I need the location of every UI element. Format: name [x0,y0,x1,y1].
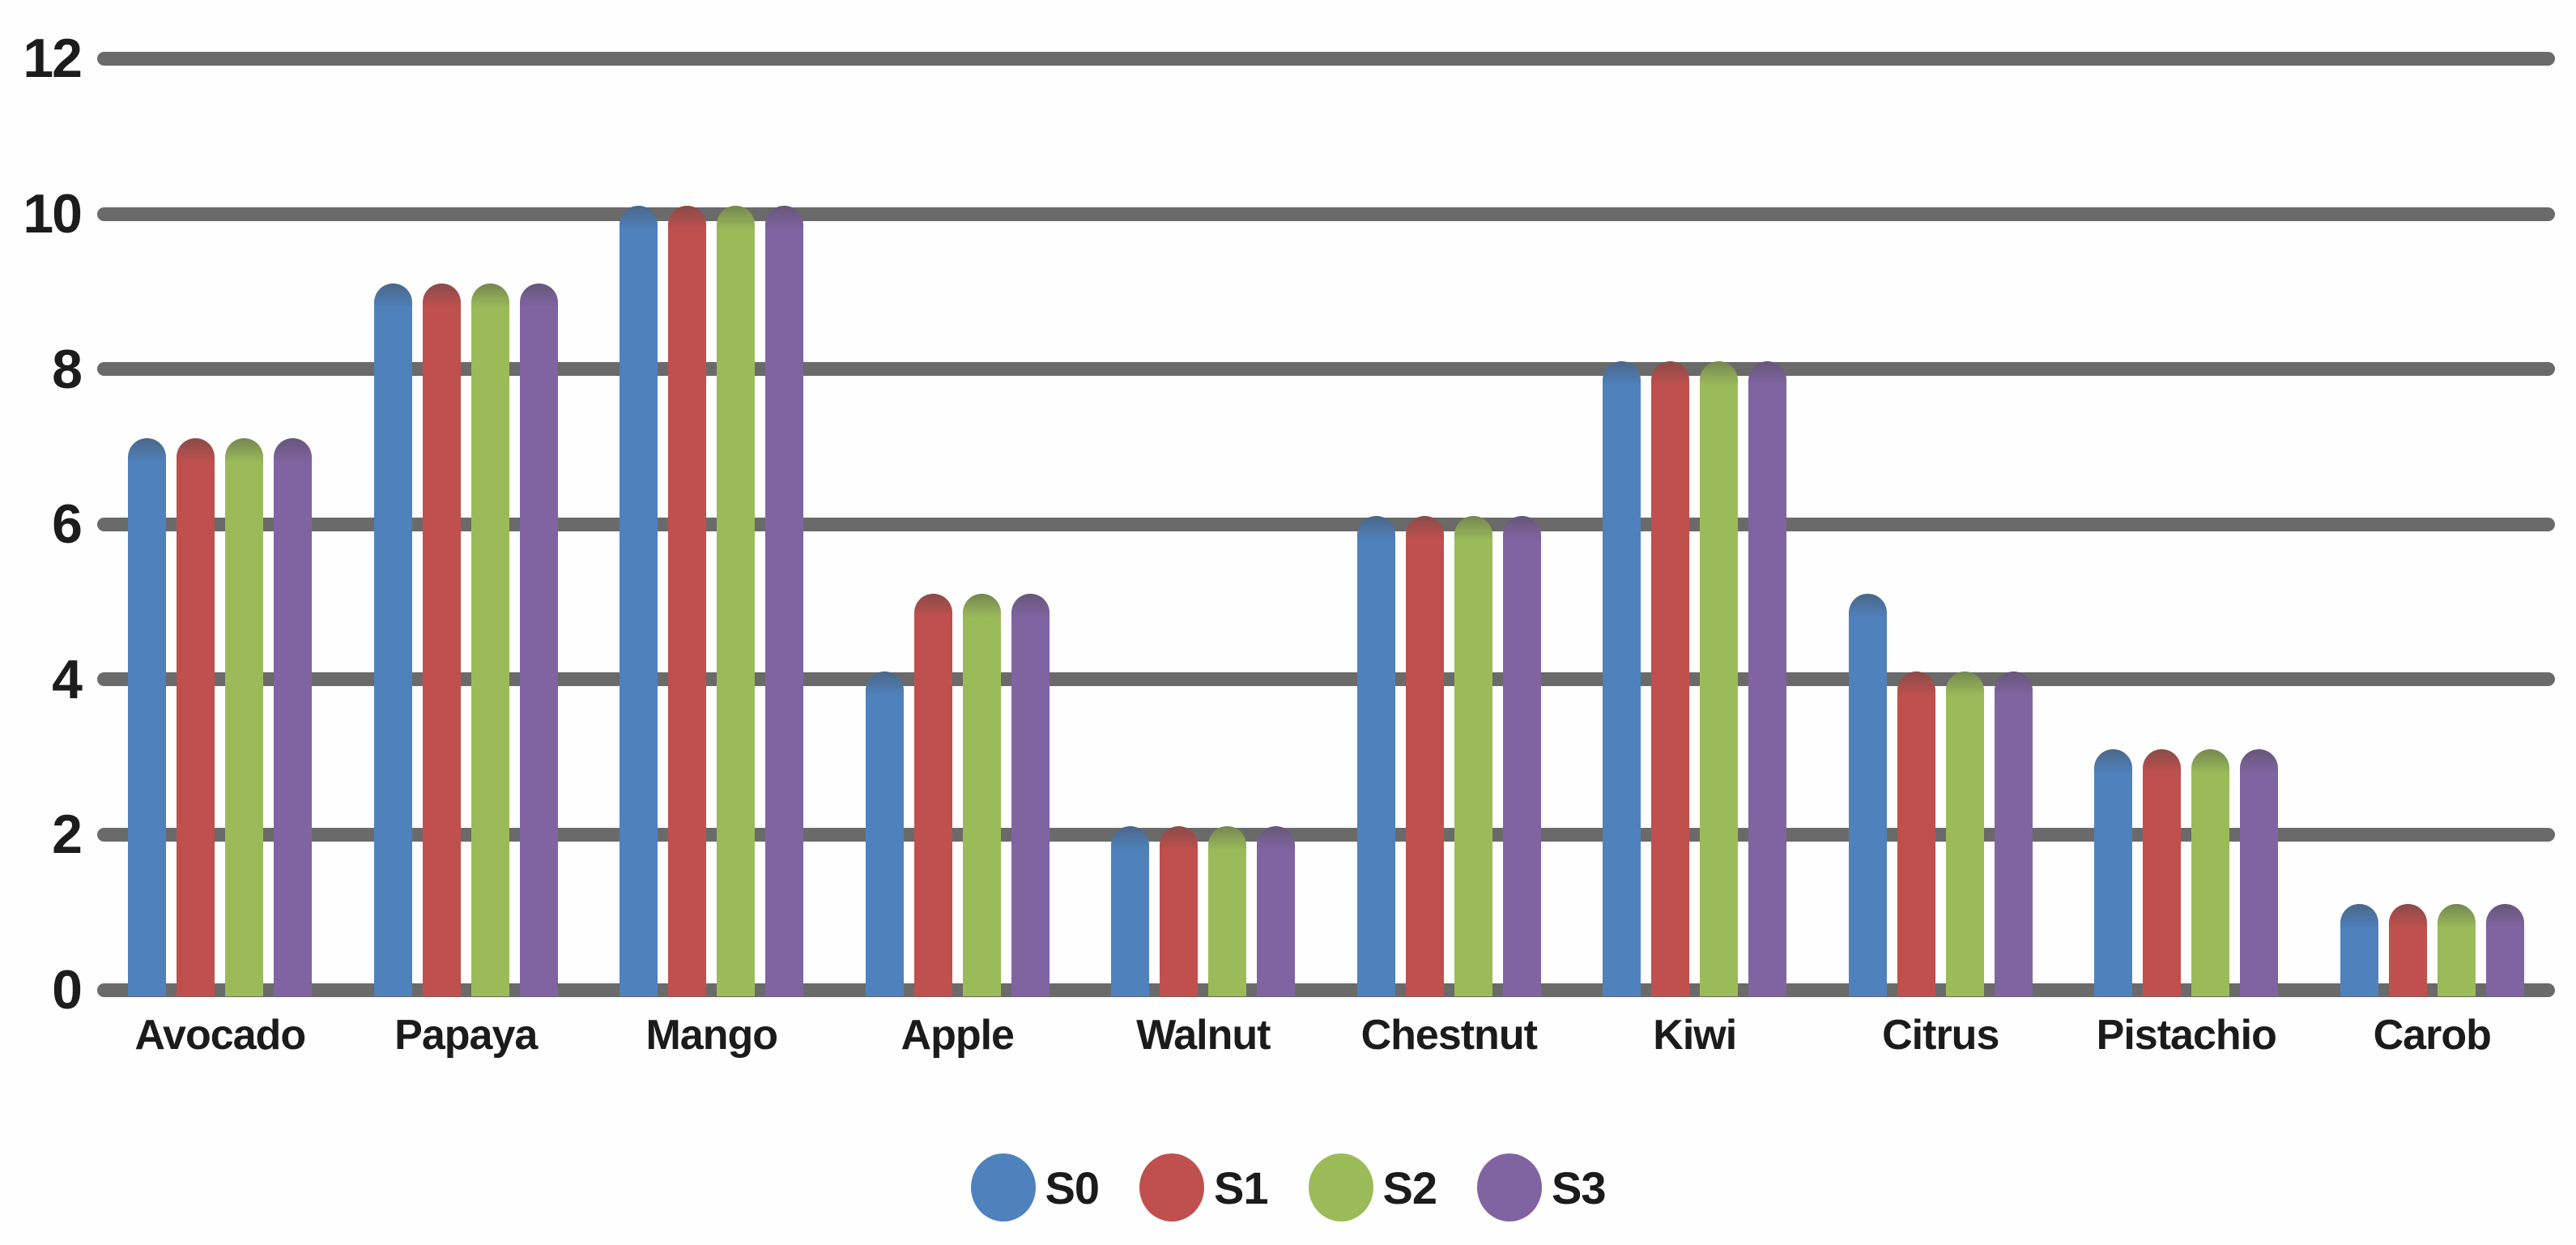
bar-s0-avocado [128,438,167,996]
bar-group-carob [2310,49,2556,996]
y-tick-label-6: 6 [52,493,83,556]
bar-s2-pistachio [2191,749,2230,996]
bar-s1-kiwi [1651,361,1690,996]
x-label-apple: Apple [901,1012,1015,1059]
bar-s0-mango [620,206,658,996]
legend-label-s1: S1 [1214,1162,1268,1213]
bar-group-pistachio [2063,49,2310,996]
bar-group-papaya [343,49,590,996]
legend-swatch-s1 [1139,1153,1204,1222]
bar-s1-papaya [422,284,461,996]
bar-s2-mango [717,206,756,996]
bar-s1-pistachio [2143,749,2182,996]
bar-s2-chestnut [1454,516,1492,996]
bar-s3-carob [2485,904,2524,996]
bar-s0-apple [865,672,904,996]
legend-swatch-s3 [1477,1153,1542,1222]
x-label-papaya: Papaya [394,1012,538,1059]
legend-swatch-s2 [1308,1153,1373,1222]
legend: S0 S1 S2 S3 [0,1153,2576,1222]
bar-s1-citrus [1897,672,1935,996]
bar-s2-carob [2437,904,2476,996]
bar-s1-carob [2388,904,2427,996]
bar-s3-avocado [274,438,313,996]
bar-group-citrus [1818,49,2064,996]
legend-item-s3: S3 [1477,1153,1606,1222]
bar-s0-walnut [1111,826,1150,996]
x-label-citrus: Citrus [1882,1012,1999,1059]
bar-s0-carob [2340,904,2378,996]
legend-item-s1: S1 [1139,1153,1268,1222]
x-label-kiwi: Kiwi [1653,1012,1737,1059]
bar-s0-citrus [1848,594,1887,996]
legend-label-s0: S0 [1045,1162,1100,1213]
gridline-y12 [97,51,2555,66]
plot-area [97,49,2555,996]
y-tick-label-2: 2 [52,804,83,866]
bar-s3-kiwi [1748,361,1787,996]
bar-group-mango [589,49,835,996]
y-tick-label-10: 10 [23,183,83,245]
bar-group-kiwi [1572,49,1818,996]
bar-s3-apple [1011,594,1050,996]
bar-s1-mango [668,206,707,996]
y-tick-label-0: 0 [52,959,83,1021]
bar-s3-walnut [1257,826,1296,996]
legend-item-s2: S2 [1308,1153,1437,1222]
bar-group-walnut [1080,49,1326,996]
legend-swatch-s0 [970,1153,1036,1222]
y-tick-label-8: 8 [52,338,83,400]
x-label-mango: Mango [645,1012,778,1059]
bar-s3-mango [765,206,804,996]
gridline-y2 [97,827,2555,842]
legend-item-s0: S0 [970,1153,1100,1222]
bar-s1-chestnut [1405,516,1444,996]
bar-s2-avocado [225,438,264,996]
gridline-y4 [97,672,2555,687]
gridline-y6 [97,517,2555,531]
bar-s1-walnut [1160,826,1199,996]
x-label-carob: Carob [2373,1012,2492,1059]
bar-group-avocado [97,49,343,996]
bar-s3-pistachio [2240,749,2279,996]
bar-s2-papaya [470,284,509,996]
y-tick-label-4: 4 [52,648,83,710]
bar-s3-citrus [1994,672,2033,996]
bar-s2-walnut [1208,826,1247,996]
bar-s2-kiwi [1700,361,1739,996]
y-tick-label-12: 12 [23,28,83,90]
bar-group-chestnut [1326,49,1573,996]
x-label-avocado: Avocado [134,1012,306,1059]
bar-s1-apple [913,594,952,996]
x-label-chestnut: Chestnut [1360,1012,1538,1059]
bar-group-apple [835,49,1081,996]
legend-label-s3: S3 [1552,1162,1606,1213]
gridline-y0 [97,983,2555,997]
x-label-walnut: Walnut [1136,1012,1271,1059]
bar-s0-kiwi [1603,361,1641,996]
bar-s2-citrus [1945,672,1984,996]
bar-s0-pistachio [2094,749,2133,996]
bar-s1-avocado [177,438,215,996]
x-label-pistachio: Pistachio [2096,1012,2277,1059]
gridline-y10 [97,207,2555,221]
x-axis-category-labels: Avocado Papaya Mango Apple Walnut Chestnut Kiw… [97,1011,2555,1060]
gridline-y8 [97,362,2555,377]
bar-s0-chestnut [1356,516,1395,996]
bar-s3-papaya [519,284,558,996]
bar-s2-apple [962,594,1001,996]
legend-label-s2: S2 [1382,1162,1437,1213]
bar-s3-chestnut [1502,516,1541,996]
bar-s0-papaya [373,284,412,996]
